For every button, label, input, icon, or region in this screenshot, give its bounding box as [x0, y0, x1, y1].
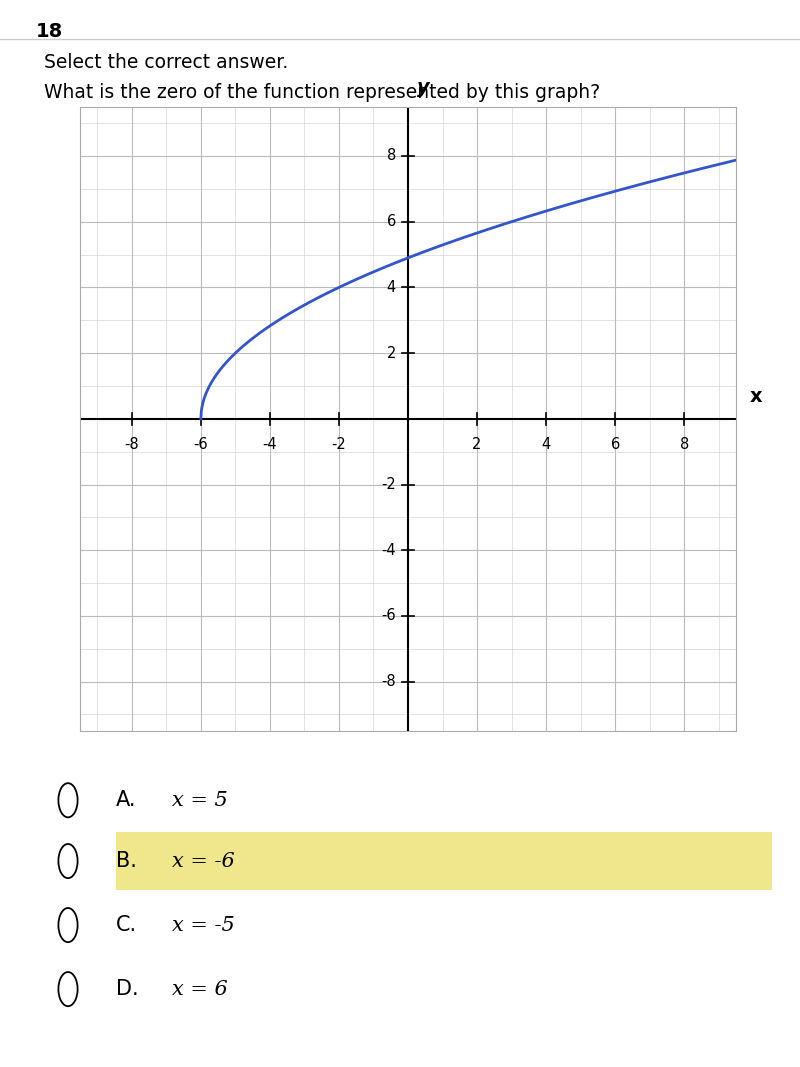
Text: -4: -4: [262, 436, 278, 451]
Text: -8: -8: [125, 436, 139, 451]
Text: 4: 4: [542, 436, 550, 451]
Text: -4: -4: [382, 543, 396, 558]
Text: What is the zero of the function represented by this graph?: What is the zero of the function represe…: [44, 83, 600, 102]
Text: C.: C.: [116, 915, 137, 935]
Text: 8: 8: [386, 148, 396, 163]
Text: y: y: [417, 78, 430, 97]
Text: 4: 4: [386, 280, 396, 294]
Text: 18: 18: [36, 22, 63, 42]
Text: 6: 6: [610, 436, 620, 451]
Text: x: x: [750, 386, 762, 405]
Text: A.: A.: [116, 791, 137, 810]
Text: -2: -2: [381, 477, 396, 492]
Text: -6: -6: [382, 608, 396, 623]
Text: x = -6: x = -6: [172, 851, 234, 871]
Text: 2: 2: [472, 436, 482, 451]
Text: -6: -6: [194, 436, 208, 451]
Text: x = 5: x = 5: [172, 791, 228, 810]
Text: x = -5: x = -5: [172, 915, 234, 935]
Text: -8: -8: [382, 674, 396, 689]
Text: 6: 6: [386, 214, 396, 229]
Text: Select the correct answer.: Select the correct answer.: [44, 53, 288, 73]
Text: x = 6: x = 6: [172, 980, 228, 999]
Text: D.: D.: [116, 980, 138, 999]
Text: -2: -2: [331, 436, 346, 451]
Text: 2: 2: [386, 346, 396, 361]
Text: B.: B.: [116, 851, 137, 871]
Text: 8: 8: [679, 436, 689, 451]
